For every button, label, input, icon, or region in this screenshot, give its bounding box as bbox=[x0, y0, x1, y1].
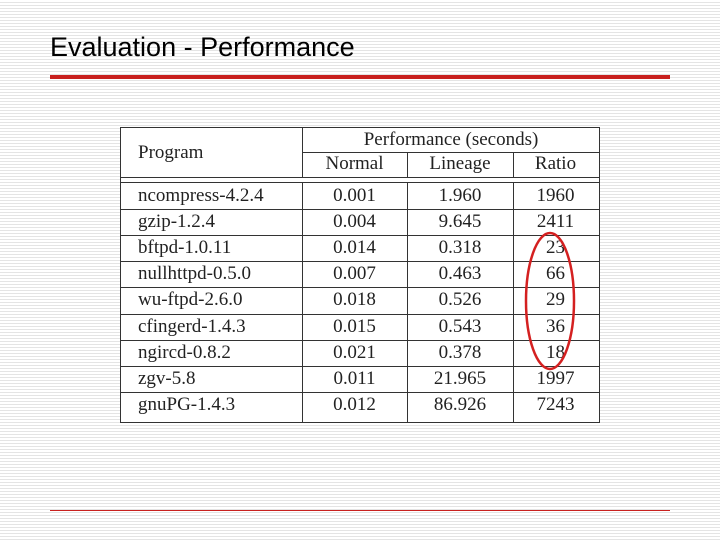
program-cell: ncompress-4.2.4 bbox=[138, 185, 264, 206]
value-cell: 2411 bbox=[536, 211, 575, 233]
rule-line bbox=[599, 127, 600, 423]
program-cell: cfingerd-1.4.3 bbox=[138, 315, 246, 337]
column-header: Ratio bbox=[534, 153, 577, 174]
program-cell: ngircd-0.8.2 bbox=[138, 341, 231, 363]
rule-line bbox=[120, 391, 600, 393]
highlight-ellipse bbox=[524, 231, 576, 371]
slide-title: Evaluation - Performance bbox=[50, 32, 355, 62]
rule-line bbox=[120, 287, 600, 289]
rule-line bbox=[407, 182, 408, 423]
rule-line bbox=[302, 182, 303, 423]
rule-line bbox=[120, 313, 600, 315]
value-cell: 0.526 bbox=[438, 289, 482, 311]
value-cell: 0.318 bbox=[438, 237, 482, 259]
rule-line bbox=[120, 365, 600, 367]
program-cell: zgv-5.8 bbox=[138, 367, 196, 389]
column-header: Lineage bbox=[429, 153, 491, 174]
rule-line bbox=[120, 177, 600, 178]
rule-line bbox=[120, 182, 600, 183]
title-rule bbox=[50, 75, 670, 79]
column-header: Normal bbox=[325, 153, 384, 174]
rule-line bbox=[513, 182, 514, 423]
value-cell: 9.645 bbox=[438, 211, 482, 233]
value-cell: 29 bbox=[546, 289, 565, 311]
rule-line bbox=[120, 235, 600, 237]
value-cell: 36 bbox=[546, 315, 565, 337]
rule-line bbox=[302, 152, 600, 153]
rule-line bbox=[120, 422, 600, 423]
value-cell: 0.004 bbox=[333, 211, 376, 233]
value-cell: 0.463 bbox=[438, 263, 482, 285]
rule-line bbox=[513, 152, 514, 177]
value-cell: 0.011 bbox=[333, 367, 376, 389]
value-cell: 0.015 bbox=[333, 315, 376, 337]
column-header: Program bbox=[138, 142, 204, 163]
value-cell: 1960 bbox=[536, 185, 575, 206]
program-cell: gzip-1.2.4 bbox=[138, 211, 216, 233]
value-cell: 1.960 bbox=[438, 185, 482, 206]
program-cell: wu-ftpd-2.6.0 bbox=[138, 289, 243, 311]
value-cell: 23 bbox=[546, 237, 565, 259]
value-cell: 7243 bbox=[536, 393, 575, 415]
value-cell: 21.965 bbox=[433, 367, 487, 389]
rule-line bbox=[407, 152, 408, 177]
value-cell: 0.012 bbox=[333, 393, 376, 415]
value-cell: 86.926 bbox=[433, 393, 487, 415]
value-cell: 0.007 bbox=[333, 263, 376, 285]
footer-rule bbox=[50, 510, 670, 511]
rule-line bbox=[120, 209, 600, 211]
rule-line bbox=[120, 127, 121, 423]
value-cell: 0.014 bbox=[333, 237, 376, 259]
value-cell: 0.001 bbox=[333, 185, 376, 206]
rule-line bbox=[120, 261, 600, 263]
rule-line bbox=[120, 339, 600, 341]
value-cell: 0.021 bbox=[333, 341, 376, 363]
performance-table: Performance (seconds) Program Normal Lineag… bbox=[120, 127, 600, 423]
program-cell: bftpd-1.0.11 bbox=[138, 237, 232, 259]
rule-line bbox=[302, 127, 303, 177]
value-cell: 0.378 bbox=[438, 341, 482, 363]
program-cell: nullhttpd-0.5.0 bbox=[138, 263, 251, 285]
value-cell: 0.018 bbox=[333, 289, 376, 311]
value-cell: 0.543 bbox=[438, 315, 482, 337]
value-cell: 18 bbox=[546, 341, 565, 363]
program-cell: gnuPG-1.4.3 bbox=[138, 393, 236, 415]
rule-line bbox=[120, 127, 600, 128]
value-cell: 66 bbox=[546, 263, 565, 285]
group-header: Performance (seconds) bbox=[363, 129, 539, 150]
value-cell: 1997 bbox=[536, 367, 575, 389]
